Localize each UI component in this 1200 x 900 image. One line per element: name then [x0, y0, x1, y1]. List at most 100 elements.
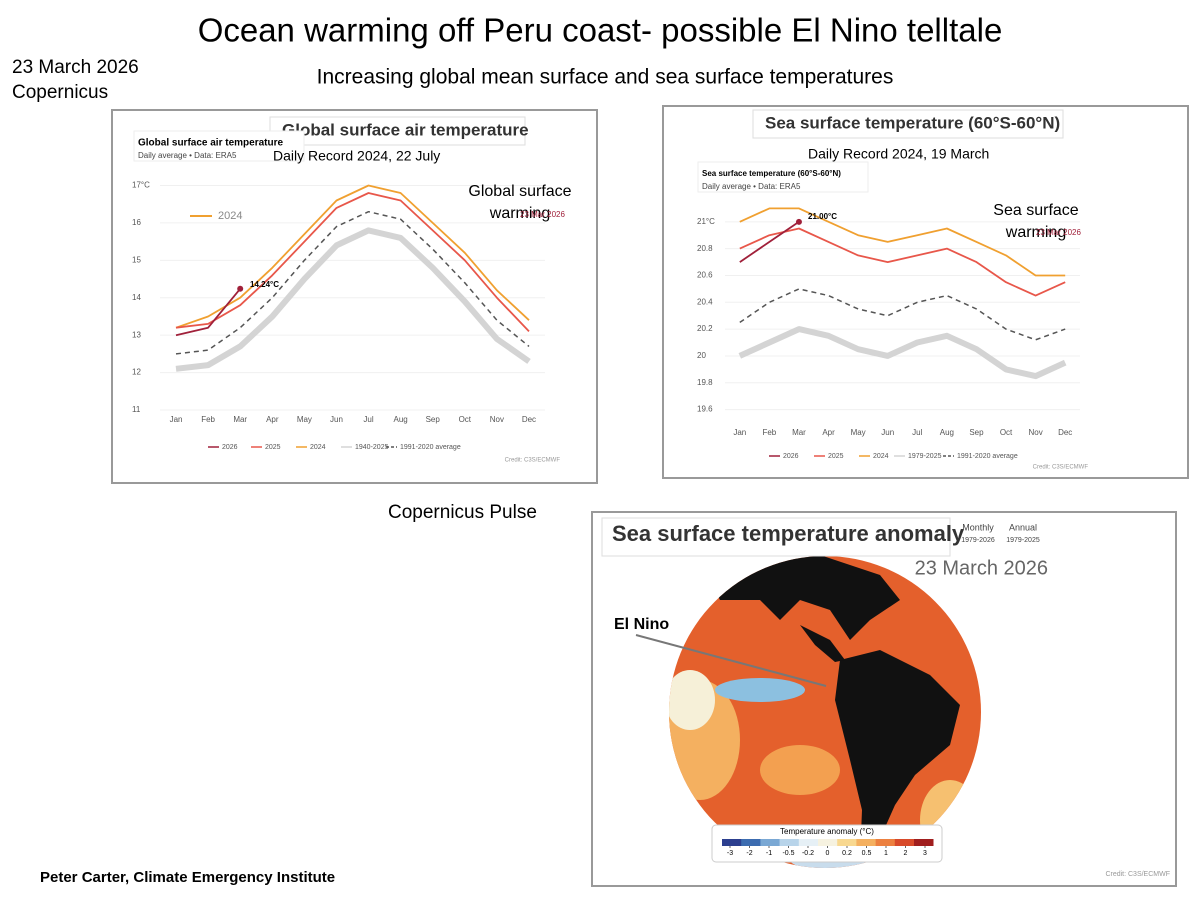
- x-tick-label: Nov: [1029, 428, 1043, 437]
- y-tick-label: 13: [132, 330, 141, 339]
- y-tick-label: 16: [132, 218, 141, 227]
- series-line: [175, 192, 530, 333]
- legend-label: 2026: [783, 453, 799, 460]
- author: Peter Carter, Climate Emergency Institut…: [40, 869, 335, 886]
- x-tick-label: Jan: [733, 428, 746, 437]
- series-line: [739, 288, 1066, 341]
- x-tick-label: Oct: [1000, 428, 1013, 437]
- map-title-box: [601, 517, 951, 557]
- tab[interactable]: Monthly: [962, 522, 994, 532]
- x-tick-label: Jun: [330, 415, 343, 424]
- central-america: [800, 625, 845, 662]
- colorbar-label: 0.2: [842, 850, 852, 857]
- series-line: [739, 227, 1066, 297]
- inset-box: [133, 130, 305, 162]
- y-tick-label: 19.6: [697, 405, 713, 414]
- x-tick-label: Mar: [233, 415, 247, 424]
- north-america: [700, 556, 900, 640]
- legend-label: 2024: [873, 453, 889, 460]
- y-tick-label: 20.4: [697, 297, 713, 306]
- map-panel: Sea surface temperature anomaly Monthly …: [591, 511, 1177, 887]
- y-tick-label: 20.6: [697, 271, 713, 280]
- colorbar-segment: [818, 839, 838, 846]
- slide-title: Ocean warming off Peru coast- possible E…: [198, 12, 1003, 49]
- chart-frame: [111, 109, 598, 484]
- x-tick-label: Apr: [266, 415, 279, 424]
- y-tick-label: 20: [697, 351, 706, 360]
- series-line: [175, 227, 531, 372]
- legend-label: 2024: [310, 444, 326, 451]
- colorbar-label: -2: [746, 850, 752, 857]
- credit: Credit: C3S/ECMWF: [1033, 465, 1089, 471]
- series-line: [739, 221, 800, 263]
- x-tick-label: Aug: [394, 415, 408, 424]
- colorbar-segment: [722, 839, 742, 846]
- globe: [669, 556, 981, 868]
- x-tick-label: May: [851, 428, 866, 437]
- credit: Credit: C3S/ECMWF: [505, 458, 561, 464]
- annotation: Sea surface warming: [993, 202, 1078, 241]
- pulse-label: Copernicus Pulse: [388, 502, 537, 523]
- legend-label: 1940-2025: [355, 444, 389, 451]
- map-date: 23 March 2026: [915, 557, 1048, 579]
- colorbar-segment: [779, 839, 800, 846]
- current-point: [237, 285, 244, 292]
- map-title: Sea surface temperature anomaly: [612, 521, 965, 546]
- colorbar-label: 2: [904, 850, 908, 857]
- colorbar-label: -1: [766, 850, 772, 857]
- x-tick-label: Feb: [762, 428, 776, 437]
- south-america: [835, 650, 960, 860]
- x-tick-label: May: [297, 415, 312, 424]
- tab[interactable]: Annual: [1009, 522, 1037, 532]
- series-line: [175, 184, 530, 329]
- x-tick-label: Feb: [201, 415, 215, 424]
- annotation: 23 Mar 2026: [1036, 228, 1081, 237]
- colorbar-segment: [837, 839, 857, 846]
- legend-label: 2025: [265, 444, 281, 451]
- legend-label: 1979-2025: [908, 453, 942, 460]
- subtitle: Increasing global mean surface and sea s…: [317, 66, 894, 89]
- x-tick-label: Jan: [170, 415, 183, 424]
- x-tick-label: Dec: [1058, 428, 1072, 437]
- inset-subtitle: Daily average • Data: ERA5: [138, 151, 237, 160]
- inset-legend: 2024: [218, 210, 242, 222]
- colorbar-label: 1: [884, 850, 888, 857]
- ocean-patch: [760, 745, 840, 795]
- inset-subtitle: Daily average • Data: ERA5: [702, 182, 801, 191]
- series-line: [175, 288, 241, 337]
- y-tick-label: 11: [132, 405, 141, 414]
- x-tick-label: Jul: [912, 428, 922, 437]
- y-tick-label: 17°C: [132, 181, 150, 190]
- colorbar-label: -3: [727, 850, 733, 857]
- colorbar-segment: [894, 839, 915, 846]
- annotation: 21.00°C: [808, 212, 837, 221]
- annotation-arrow: [635, 634, 827, 687]
- legend-label: 1991-2020 average: [957, 453, 1018, 460]
- annotation: Daily Record 2024, 19 March: [808, 146, 989, 162]
- colorbar-label: 0: [826, 850, 830, 857]
- series-line: [738, 326, 1067, 380]
- colorbar-segment: [798, 839, 819, 846]
- x-tick-label: Sep: [426, 415, 441, 424]
- colorbar-segment: [914, 839, 934, 846]
- ocean-patch: [669, 670, 715, 730]
- tab-range[interactable]: 1979-2025: [1006, 537, 1040, 544]
- colorbar-label: -0.5: [782, 850, 794, 857]
- legend-label: 2026: [222, 444, 238, 451]
- x-tick-label: Apr: [822, 428, 835, 437]
- inset-title: Sea surface temperature (60°S-60°N): [702, 169, 841, 178]
- inset-title: Global surface air temperature: [138, 138, 283, 149]
- chart-title: Global surface air temperature: [282, 120, 529, 139]
- x-tick-label: Sep: [969, 428, 984, 437]
- y-tick-label: 15: [132, 255, 141, 264]
- x-tick-label: Dec: [522, 415, 536, 424]
- annotation: 23 Mar 2026: [520, 210, 565, 219]
- chart-title: Sea surface temperature (60°S-60°N): [765, 113, 1060, 132]
- x-tick-label: Jun: [881, 428, 894, 437]
- y-tick-label: 20.8: [697, 244, 713, 253]
- annotation: Daily Record 2024, 22 July: [273, 148, 440, 164]
- colorbar-segment: [760, 839, 780, 846]
- tab-range[interactable]: 1979-2026: [961, 537, 995, 544]
- colorbar-segment: [741, 839, 761, 846]
- colorbar-segment: [875, 839, 896, 846]
